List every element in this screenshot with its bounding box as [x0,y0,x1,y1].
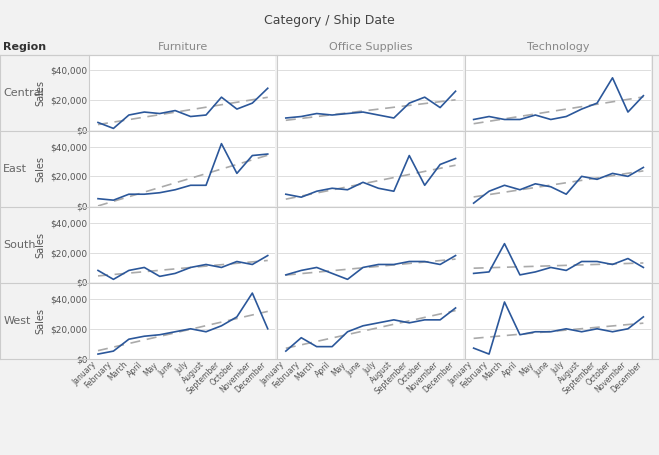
Text: Sales: Sales [36,80,46,106]
Text: Sales: Sales [36,156,46,182]
Text: Sales: Sales [36,308,46,334]
Text: South: South [3,240,36,250]
Text: Furniture: Furniture [158,42,208,52]
Text: Region: Region [3,42,46,52]
Text: Office Supplies: Office Supplies [329,42,413,52]
Text: East: East [3,164,27,174]
Text: Technology: Technology [527,42,590,52]
Text: Category / Ship Date: Category / Ship Date [264,14,395,27]
Text: West: West [3,316,31,326]
Text: Sales: Sales [36,232,46,258]
Text: Central: Central [3,88,44,98]
